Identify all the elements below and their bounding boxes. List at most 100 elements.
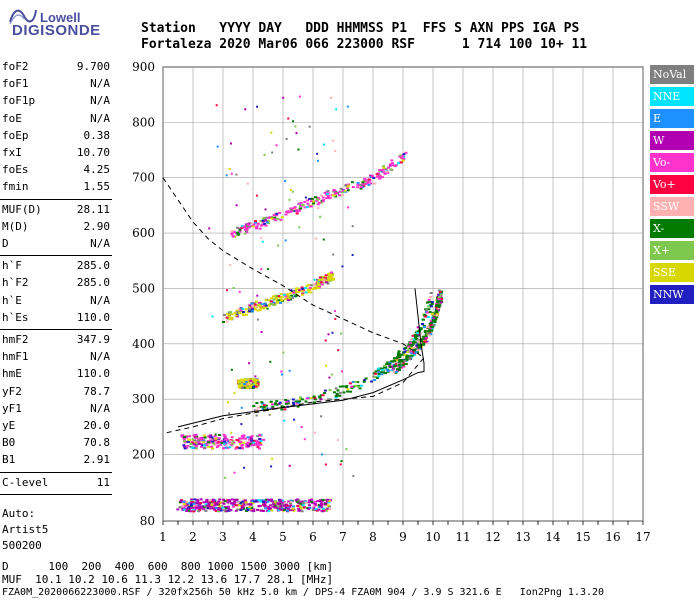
echo-point: [241, 437, 245, 440]
echo-point: [277, 295, 281, 298]
echo-point: [397, 352, 401, 355]
echo-point: [224, 507, 228, 510]
echo-point: [219, 507, 223, 510]
echo-point: [269, 504, 272, 507]
echo-point: [364, 179, 368, 182]
legend-item: Vo-: [650, 153, 694, 172]
echo-point: [182, 437, 186, 440]
echo-point: [289, 501, 293, 504]
logo-lowell: Lowell: [40, 10, 81, 25]
echo-point: [209, 439, 213, 442]
echo-point: [413, 348, 417, 351]
echo-point: [190, 503, 193, 506]
echo-point: [312, 200, 316, 203]
echo-point: [277, 244, 280, 247]
echo-point: [335, 108, 338, 111]
echo-point: [297, 148, 300, 151]
echo-point: [396, 356, 400, 358]
echo-point: [182, 508, 186, 511]
echo-point: [267, 506, 271, 509]
echo-point: [288, 509, 292, 512]
echo-point: [424, 337, 428, 340]
echo-point: [192, 508, 196, 511]
echo-point: [276, 505, 280, 508]
echo-point: [326, 277, 330, 280]
echo-point: [211, 447, 215, 450]
digisonde-logo-icon: [8, 4, 38, 30]
echo-point: [285, 210, 289, 213]
echo-point: [298, 397, 302, 400]
echo-point: [249, 386, 253, 389]
echo-point: [327, 500, 331, 502]
echo-point: [373, 376, 377, 379]
echo-point: [253, 306, 257, 309]
echo-point: [309, 284, 313, 287]
echo-point: [186, 445, 190, 447]
echo-point: [323, 392, 327, 394]
echo-point: [407, 349, 411, 352]
echo-point: [248, 384, 252, 387]
echo-point: [372, 379, 376, 381]
param-name: B0: [2, 436, 16, 450]
param-row: foE N/A: [2, 111, 110, 127]
echo-point: [270, 217, 274, 220]
echo-point: [330, 271, 333, 274]
echo-point: [270, 509, 274, 512]
echo-point: [259, 305, 262, 308]
echo-point: [317, 207, 320, 210]
echo-point: [405, 357, 409, 360]
param-value: 10.70: [76, 146, 110, 159]
echo-point: [384, 168, 388, 171]
echo-point: [275, 144, 278, 147]
echo-point: [275, 301, 279, 304]
echo-point: [240, 505, 244, 507]
echo-point: [240, 507, 244, 509]
echo-point: [212, 503, 216, 506]
echo-point: [257, 304, 260, 307]
echo-point: [260, 401, 264, 404]
echo-point: [215, 503, 219, 506]
echo-point: [304, 501, 308, 504]
echo-point: [313, 500, 317, 503]
echo-point: [194, 434, 198, 437]
echo-point: [246, 441, 250, 444]
echo-point: [300, 507, 304, 510]
echo-point: [250, 435, 254, 438]
echo-point: [274, 297, 278, 300]
echo-point: [228, 442, 232, 445]
echo-point: [258, 447, 261, 450]
echo-point: [320, 415, 323, 418]
echo-point: [304, 287, 307, 290]
echo-point: [324, 339, 327, 342]
echo-point: [245, 313, 248, 316]
param-value: 2.91: [83, 453, 111, 467]
echo-point: [239, 307, 243, 310]
echo-point: [359, 186, 363, 189]
echo-point: [225, 316, 229, 319]
echo-point: [238, 439, 242, 442]
echo-point: [329, 398, 333, 401]
echo-point: [288, 297, 291, 300]
echo-point: [270, 498, 273, 501]
echo-point: [352, 385, 356, 388]
echo-point: [340, 460, 343, 463]
x-tick-label: 3: [219, 530, 227, 544]
echo-point: [318, 276, 322, 279]
echo-point: [322, 508, 326, 511]
echo-point: [264, 224, 268, 227]
echo-point: [347, 206, 350, 209]
echo-point: [183, 447, 187, 450]
echo-point: [418, 347, 422, 350]
echo-point: [291, 207, 295, 210]
echo-point: [397, 350, 401, 353]
echo-point: [252, 405, 256, 408]
echo-point: [295, 402, 299, 405]
echo-point: [297, 507, 301, 510]
echo-point: [407, 345, 411, 348]
echo-point: [386, 361, 390, 364]
echo-point: [417, 346, 421, 349]
echo-point: [266, 307, 269, 310]
echo-point: [289, 207, 293, 210]
echo-point: [294, 400, 298, 403]
echo-point: [377, 370, 381, 373]
